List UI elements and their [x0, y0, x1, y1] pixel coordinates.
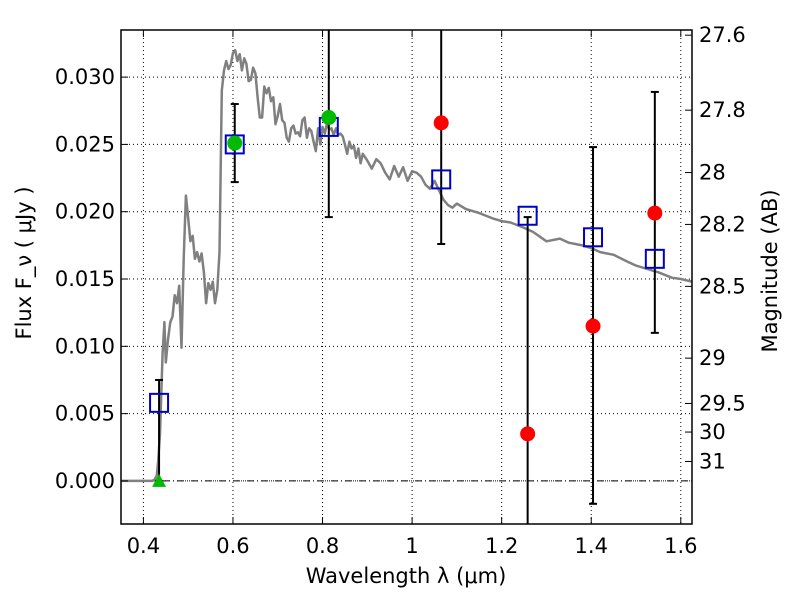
grid — [121, 30, 692, 524]
model-square-point — [517, 205, 538, 226]
x-tick-label: 1 — [405, 534, 418, 558]
axes: 0.4 0.6 0.8 1 1.2 1.4 1.6 0.000 0.005 0.010 0.015 0… — [55, 23, 746, 558]
red-circle-point — [520, 426, 536, 442]
y2-axis-label: Magnitude (AB) — [758, 189, 782, 352]
x-tick-label: 1.2 — [485, 534, 518, 558]
x-axis-label: Wavelength λ (μm) — [306, 564, 507, 588]
y-tick-label: 0.025 — [55, 132, 115, 156]
y2-tick-label: 31 — [699, 449, 726, 473]
y2-tick-label: 29 — [699, 346, 726, 370]
x-tick-label: 0.8 — [306, 534, 339, 558]
model-square-point — [431, 169, 452, 190]
model-square-point — [149, 392, 170, 413]
x-tick-label: 0.6 — [216, 534, 249, 558]
y-tick-label: 0.030 — [55, 65, 115, 89]
y-tick-label: 0.020 — [55, 200, 115, 224]
sed-model-line — [121, 48, 693, 483]
green-circle-point — [227, 135, 243, 151]
y2-tick-label: 29.5 — [699, 391, 746, 415]
y2-tick-label: 27.8 — [699, 98, 746, 122]
y-tick-label: 0.010 — [55, 334, 115, 358]
upper-limit-triangle — [152, 473, 167, 487]
green-circle-point — [321, 109, 337, 125]
y2-tick-label: 28 — [699, 161, 726, 185]
y2-tick-label: 28.2 — [699, 212, 746, 236]
model-square-point — [583, 227, 604, 248]
model-square-point — [644, 248, 665, 269]
red-circle-point — [647, 205, 663, 221]
x-tick-label: 1.6 — [664, 534, 697, 558]
plot-frame — [120, 29, 693, 525]
model-square-point — [224, 134, 245, 155]
y-tick-label: 0.000 — [55, 469, 115, 493]
y-axis-label: Flux F_ν ( μJy ) — [12, 186, 37, 339]
y2-tick-label: 27.6 — [699, 23, 746, 47]
red-circle-point — [433, 115, 449, 131]
x-tick-label: 1.4 — [575, 534, 608, 558]
plot-area — [121, 30, 693, 524]
red-circle-point — [585, 318, 601, 334]
y2-tick-label: 30 — [699, 420, 726, 444]
y-tick-label: 0.015 — [55, 267, 115, 291]
y2-tick-label: 28.5 — [699, 274, 746, 298]
y-tick-label: 0.005 — [55, 402, 115, 426]
x-tick-label: 0.4 — [127, 534, 160, 558]
